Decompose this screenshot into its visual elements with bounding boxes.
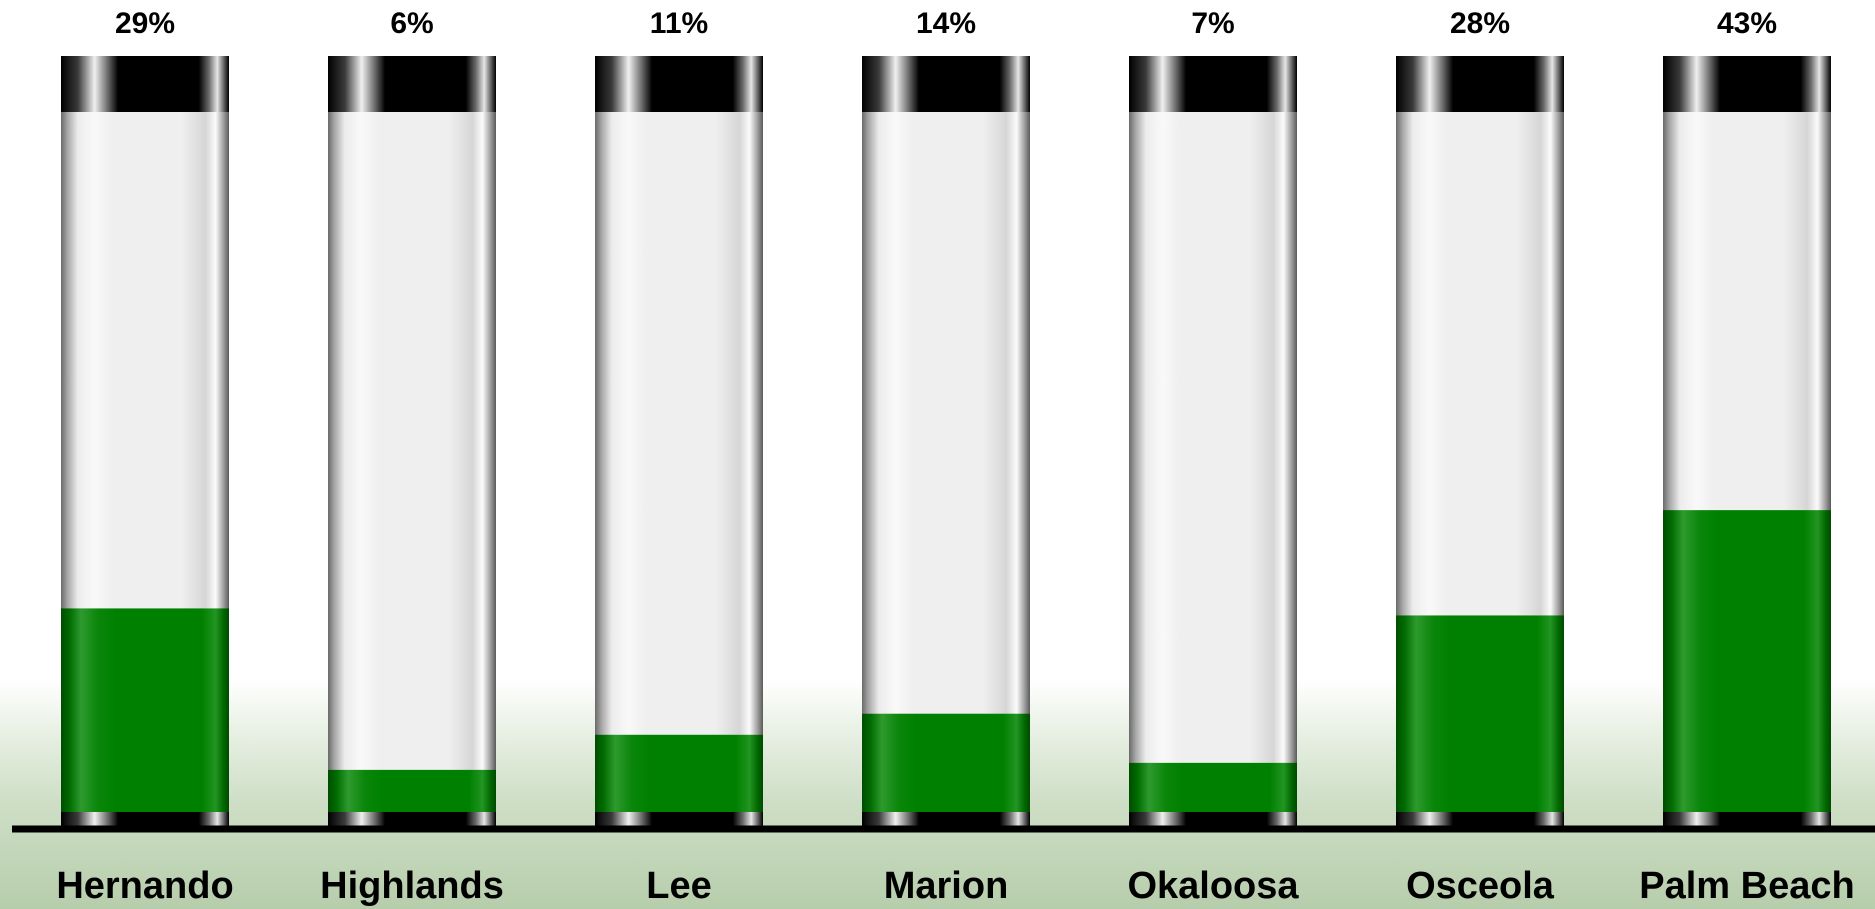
bar-fill-osceola [1396, 615, 1564, 812]
bars-group [61, 56, 1831, 826]
bar-fill-marion [862, 713, 1030, 812]
bar-osceola [1396, 56, 1564, 826]
bar-palm-beach [1663, 56, 1831, 826]
category-label-osceola: Osceola [1406, 865, 1555, 907]
tube-bottom-cap-marion [862, 812, 1030, 826]
bar-fill-highlands [328, 769, 496, 812]
tube-bottom-cap-okaloosa [1129, 812, 1297, 826]
data-label-osceola: 28% [1450, 7, 1510, 40]
tube-lee [595, 56, 763, 826]
tube-highlands [328, 56, 496, 826]
category-label-hernando: Hernando [56, 865, 233, 907]
category-label-okaloosa: Okaloosa [1127, 865, 1299, 907]
bar-fill-hernando [61, 608, 229, 812]
tube-okaloosa [1129, 56, 1297, 826]
tube-bottom-cap-hernando [61, 812, 229, 826]
tube-top-cap-osceola [1396, 56, 1564, 112]
bar-fill-palm-beach [1663, 510, 1831, 812]
category-label-palm-beach: Palm Beach [1639, 865, 1854, 907]
tube-bottom-cap-osceola [1396, 812, 1564, 826]
bar-lee [595, 56, 763, 826]
tube-top-cap-marion [862, 56, 1030, 112]
category-label-highlands: Highlands [320, 865, 504, 907]
data-label-palm-beach: 43% [1717, 7, 1777, 40]
tube-top-cap-lee [595, 56, 763, 112]
tube-bottom-cap-highlands [328, 812, 496, 826]
category-label-marion: Marion [884, 865, 1009, 907]
bar-okaloosa [1129, 56, 1297, 826]
bar-hernando [61, 56, 229, 826]
bar-marion [862, 56, 1030, 826]
tube-marion [862, 56, 1030, 826]
data-label-hernando: 29% [115, 7, 175, 40]
bar-highlands [328, 56, 496, 826]
labels-group: 29% Hernando 6% Highlands 11% Lee 14% Marion 7% O… [56, 7, 1854, 907]
tube-top-cap-okaloosa [1129, 56, 1297, 112]
data-label-highlands: 6% [390, 7, 433, 40]
data-label-okaloosa: 7% [1191, 7, 1234, 40]
tube-top-cap-palm-beach [1663, 56, 1831, 112]
data-label-lee: 11% [650, 7, 708, 40]
tube-top-cap-hernando [61, 56, 229, 112]
tube-bottom-cap-palm-beach [1663, 812, 1831, 826]
bar-fill-lee [595, 734, 763, 812]
tube-top-cap-highlands [328, 56, 496, 112]
bar-fill-okaloosa [1129, 762, 1297, 812]
category-label-lee: Lee [646, 865, 711, 907]
tube-bottom-cap-lee [595, 812, 763, 826]
data-label-marion: 14% [916, 7, 976, 40]
